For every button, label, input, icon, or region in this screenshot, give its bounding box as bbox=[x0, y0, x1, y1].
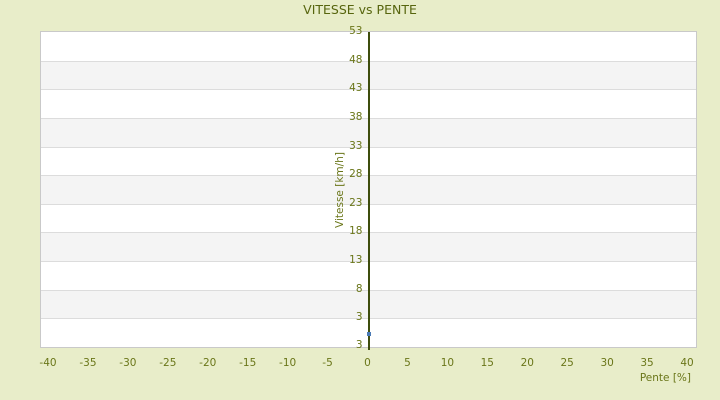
plot-area bbox=[40, 31, 697, 350]
x-tick-label: -30 bbox=[119, 357, 137, 369]
x-tick-label: -20 bbox=[199, 357, 217, 369]
y-tick-label: 28 bbox=[349, 168, 363, 181]
y-tick-label: 3 bbox=[355, 311, 363, 324]
x-tick-label: 35 bbox=[640, 357, 654, 369]
data-point-marker[interactable] bbox=[366, 332, 371, 337]
y-axis-title: Vitesse [km/h] bbox=[334, 152, 346, 228]
x-tick-label: 10 bbox=[440, 357, 455, 369]
x-tick-label: 15 bbox=[480, 357, 494, 369]
x-tick-label: 5 bbox=[404, 357, 411, 369]
x-axis-title: Pente [%] bbox=[639, 372, 691, 384]
y-tick-label: 23 bbox=[349, 196, 363, 209]
y-tick-label: 53 bbox=[349, 25, 363, 37]
x-tick-label: -35 bbox=[79, 357, 97, 369]
x-tick-label: 20 bbox=[520, 357, 534, 369]
x-tick-label: 40 bbox=[680, 357, 694, 369]
x-tick-label: 25 bbox=[560, 357, 574, 369]
x-tick-label: 0 bbox=[364, 357, 371, 369]
y-tick-label: 38 bbox=[349, 110, 363, 123]
y-axis-line bbox=[367, 32, 370, 350]
x-tick-label: -40 bbox=[39, 357, 57, 369]
x-tick-label: -15 bbox=[239, 357, 257, 369]
y-axis-bottom-label: 3 bbox=[355, 339, 363, 351]
x-tick-label: -5 bbox=[322, 357, 333, 369]
y-tick-label: 13 bbox=[349, 254, 363, 267]
y-tick-label: 48 bbox=[349, 53, 363, 66]
chart-title: VITESSE vs PENTE bbox=[303, 2, 417, 17]
x-tick-label: 30 bbox=[600, 357, 614, 369]
x-tick-label: -10 bbox=[279, 357, 297, 369]
y-tick-label: 8 bbox=[355, 282, 363, 295]
y-tick-label: 43 bbox=[349, 82, 363, 95]
x-tick-label: -25 bbox=[159, 357, 177, 369]
y-tick-label: 18 bbox=[349, 225, 363, 238]
y-tick-label: 33 bbox=[349, 139, 363, 152]
